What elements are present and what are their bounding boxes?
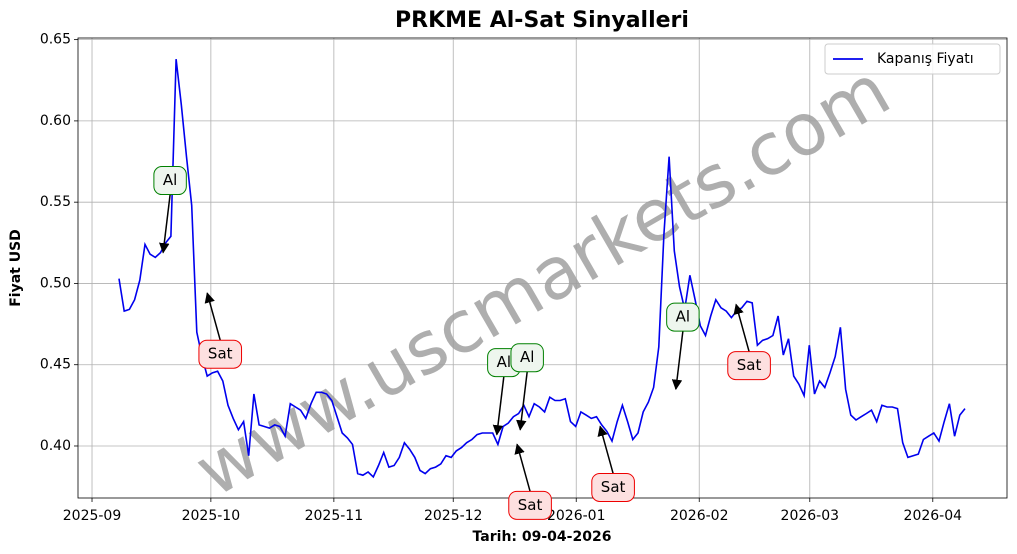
x-tick-label: 2026-03 xyxy=(781,508,840,524)
price-line xyxy=(118,59,966,479)
annotation-label: Al xyxy=(520,348,534,366)
annotation-arrow xyxy=(514,443,531,492)
annotation-arrow xyxy=(733,303,750,352)
annotation-box xyxy=(508,490,552,520)
x-tick-label: 2026-04 xyxy=(904,508,963,524)
x-tick-label: 2025-11 xyxy=(305,508,364,524)
annotation: Al xyxy=(666,302,700,332)
annotation-label: Sat xyxy=(601,478,626,496)
legend: Kapanış Fiyatı xyxy=(824,43,1001,75)
annotation: Al xyxy=(510,343,544,373)
annotation: Sat xyxy=(198,339,243,369)
annotation-arrow xyxy=(671,331,684,391)
annotation-box xyxy=(198,339,243,369)
annotation-label: Sat xyxy=(737,356,762,374)
annotation-arrow xyxy=(159,194,171,254)
annotation-label: Sat xyxy=(208,345,233,363)
x-tick-label: 2025-12 xyxy=(424,508,483,524)
annotation-label: Al xyxy=(676,308,690,326)
annotation-box xyxy=(727,351,771,381)
legend-box xyxy=(824,43,1001,75)
annotation: Sat xyxy=(591,472,635,502)
y-tick-label: 0.65 xyxy=(40,32,71,48)
legend-label: Kapanış Fiyatı xyxy=(877,51,974,67)
x-tick-label: 2026-01 xyxy=(547,508,606,524)
x-axis-label: Tarih: 09-04-2026 xyxy=(473,529,612,545)
annotation-box xyxy=(153,166,187,196)
y-tick-label: 0.60 xyxy=(40,113,71,129)
y-tick-label: 0.55 xyxy=(40,194,71,210)
annotation: Al xyxy=(153,166,187,196)
annotation-label: Al xyxy=(163,171,177,189)
annotation-label: Sat xyxy=(518,496,543,514)
annotation-arrow xyxy=(516,371,528,431)
annotation-arrow xyxy=(597,425,614,474)
y-tick-label: 0.45 xyxy=(40,357,71,373)
annotation-box xyxy=(591,472,635,502)
x-tick-label: 2026-02 xyxy=(670,508,729,524)
annotation: Sat xyxy=(727,351,771,381)
annotation: Sat xyxy=(508,490,552,520)
chart-title: PRKME Al-Sat Sinyalleri xyxy=(395,8,689,33)
y-axis-label: Fiyat USD xyxy=(8,229,24,307)
annotation-box xyxy=(510,343,544,373)
watermark: www.uscmarkets.com xyxy=(181,48,903,513)
annotation-arrow xyxy=(492,376,505,436)
annotation-label: Al xyxy=(497,353,511,371)
y-tick-label: 0.40 xyxy=(40,438,71,454)
x-tick-label: 2025-10 xyxy=(182,508,241,524)
annotation-box xyxy=(666,302,700,332)
y-tick-label: 0.50 xyxy=(40,275,71,291)
x-tick-label: 2025-09 xyxy=(63,508,122,524)
annotation-arrow xyxy=(204,292,221,341)
